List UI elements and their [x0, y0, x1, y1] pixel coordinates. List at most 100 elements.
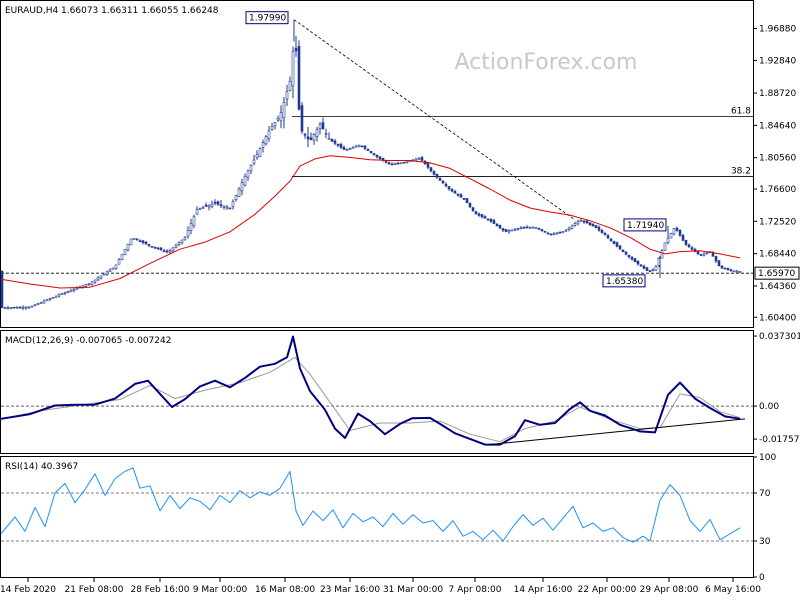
candle-body [6, 307, 10, 309]
price-candle [603, 231, 607, 236]
price-candle [150, 246, 154, 248]
candle-body [324, 133, 328, 135]
price-candle [549, 233, 553, 236]
price-candle [318, 121, 322, 135]
candle-body [144, 241, 148, 245]
price-candle [126, 243, 130, 252]
price-candle [483, 215, 487, 219]
price-candle [678, 229, 682, 238]
price-candle [453, 189, 457, 194]
price-candle [486, 218, 490, 221]
candle-body [30, 305, 34, 308]
candle-body [54, 295, 58, 298]
candle-body [198, 208, 202, 210]
price-title: EURAUD,H4 1.66073 1.66311 1.66055 1.6624… [5, 6, 219, 16]
price-candle [591, 223, 595, 227]
rsi-y-tick-label: 100 [759, 453, 776, 463]
candle-body [189, 223, 193, 231]
candle-body [174, 244, 178, 248]
candle-body [201, 207, 205, 209]
candle-body [180, 239, 184, 244]
price-candle [0, 270, 4, 309]
candle-body [288, 81, 292, 91]
price-candle [654, 264, 658, 271]
candle-body [402, 161, 406, 164]
price-candle [363, 145, 367, 151]
candle-body [276, 118, 280, 121]
price-panel-border [0, 0, 754, 328]
price-candle [444, 182, 448, 188]
candle-body [549, 233, 553, 236]
candle-body [282, 101, 286, 118]
candle-body [639, 264, 643, 267]
candle-body [123, 249, 127, 255]
watermark: ActionForex.com [455, 50, 638, 75]
price-candle [738, 270, 742, 273]
candle-body [462, 198, 466, 200]
annotation-label: 1.71940 [627, 221, 664, 231]
price-candle [72, 287, 76, 293]
price-candle [330, 138, 334, 143]
price-candle [225, 204, 229, 211]
x-tick-label: 31 Mar 00:00 [383, 585, 443, 595]
price-ma-line [0, 155, 741, 289]
price-candle [630, 256, 634, 261]
candle-body [252, 159, 256, 164]
price-candle [480, 213, 484, 219]
price-candle [141, 240, 145, 245]
price-candle [510, 229, 514, 232]
fib-level-label: 61.8 [731, 107, 751, 117]
price-candle [36, 302, 40, 306]
price-candle [579, 218, 583, 222]
candle-body [135, 238, 139, 241]
candle-body [447, 186, 451, 190]
candle-body [360, 145, 364, 148]
price-candle [663, 242, 667, 251]
candle-body [663, 242, 667, 251]
candle-body [501, 228, 505, 231]
candle-body [12, 306, 16, 309]
candle-body [699, 254, 703, 256]
price-candle [153, 246, 157, 249]
price-candle [111, 267, 115, 270]
price-layer: 1.96880 1.92840 1.88720 1.84640 1.80560 1.766… [0, 11, 800, 323]
candle-body [321, 122, 325, 130]
price-candle [39, 301, 43, 304]
price-candle [123, 249, 127, 256]
candle-body [267, 130, 271, 139]
price-candle [690, 246, 694, 252]
rsi-layer: 100 70 30 0 [0, 453, 776, 583]
price-candle [300, 102, 304, 134]
candle-body [666, 237, 670, 243]
rsi-title: RSI(14) 40.3967 [5, 462, 78, 472]
candle-body [279, 112, 283, 122]
candle-body [405, 161, 409, 163]
candle-body [243, 176, 247, 186]
price-candle [597, 225, 601, 232]
price-y-tick-label: 1.88720 [759, 89, 796, 99]
candle-body [306, 136, 310, 140]
price-candle [165, 249, 169, 254]
candle-body [435, 173, 439, 178]
candle-body [39, 302, 43, 304]
price-candle [333, 139, 337, 146]
price-candle [66, 290, 70, 294]
candle-body [366, 148, 370, 151]
candle-body [303, 133, 307, 136]
rsi-y-tick-label: 30 [759, 537, 771, 547]
price-y-tick-label: 1.72520 [759, 217, 796, 227]
price-candle [204, 202, 208, 207]
price-candle [525, 225, 529, 229]
annotation-label: 1.97990 [249, 14, 286, 24]
price-candle [573, 221, 577, 227]
x-tick-label: 23 Mar 16:00 [320, 585, 380, 595]
price-candle [729, 268, 733, 272]
macd-title: MACD(12,26,9) -0.007065 -0.007242 [5, 336, 171, 346]
fib-level-label: 38.2 [731, 166, 751, 176]
candle-body [642, 265, 646, 269]
price-candle [354, 144, 358, 148]
candle-body [285, 91, 289, 100]
rsi-line [0, 467, 741, 543]
price-candle [279, 105, 283, 129]
candle-body [519, 227, 523, 230]
